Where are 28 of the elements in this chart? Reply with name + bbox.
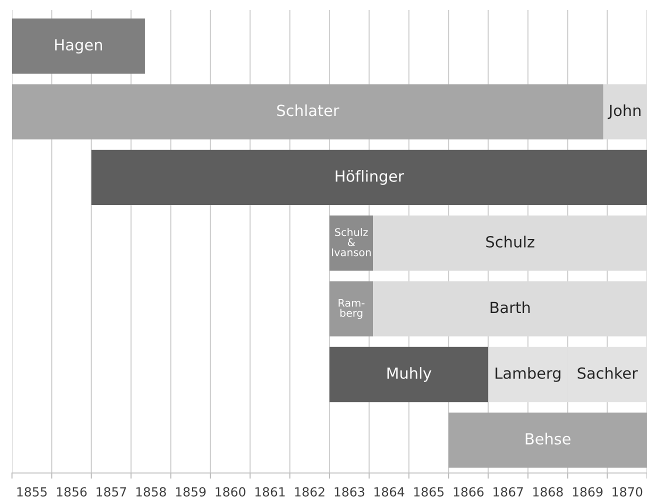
series-label: Behse — [526, 432, 570, 445]
x-tick-label: 1861 — [255, 487, 285, 497]
x-tick-label: 1869 — [572, 487, 602, 497]
series-label: Muhly — [387, 367, 432, 382]
x-tick-label: 1855 — [17, 487, 47, 497]
x-tick-label: 1859 — [176, 487, 206, 497]
series-label: Ram- berg — [338, 299, 364, 319]
series-label: Lamberg — [496, 367, 560, 382]
x-tick-label: 1862 — [295, 487, 324, 497]
x-tick-label: 1856 — [57, 487, 87, 497]
series-label: Höflinger — [336, 170, 404, 185]
series-label: Hagen — [55, 39, 102, 54]
x-tick-label: 1870 — [612, 487, 642, 497]
series-label: Sachker — [578, 367, 638, 379]
x-tick-label: 1858 — [136, 487, 166, 497]
x-tick-label: 1865 — [414, 487, 444, 497]
x-tick-label: 1860 — [216, 487, 246, 497]
x-tick-label: 1857 — [96, 487, 126, 497]
x-tick-label: 1864 — [374, 487, 404, 497]
x-tick-label: 1863 — [334, 487, 364, 497]
series-label: Schulz & Ivanson — [332, 228, 371, 256]
x-tick-label: 1867 — [494, 487, 523, 497]
series-label: John — [608, 104, 640, 120]
x-tick-label: 1866 — [454, 487, 484, 497]
series-label: Barth — [490, 301, 530, 314]
series-label: Schulz — [486, 236, 534, 248]
x-tick-label: 1868 — [533, 487, 563, 497]
series-label: Schlater — [277, 104, 340, 116]
